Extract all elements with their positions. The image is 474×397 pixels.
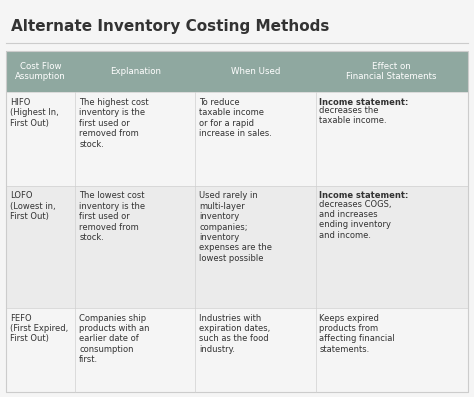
Text: Companies ship
products with an
earlier date of
consumption
first.: Companies ship products with an earlier … <box>79 314 150 364</box>
Text: Cost Flow
Assumption: Cost Flow Assumption <box>15 62 66 81</box>
Text: The lowest cost
inventory is the
first used or
removed from
stock.: The lowest cost inventory is the first u… <box>79 191 145 242</box>
Text: FEFO
(First Expired,
First Out): FEFO (First Expired, First Out) <box>10 314 68 343</box>
Text: To reduce
taxable income
or for a rapid
increase in sales.: To reduce taxable income or for a rapid … <box>199 98 272 138</box>
Text: Income statement:: Income statement: <box>319 98 409 107</box>
Text: LOFO
(Lowest in,
First Out): LOFO (Lowest in, First Out) <box>10 191 55 221</box>
Text: Income statement:: Income statement: <box>319 191 409 200</box>
Text: decreases the
taxable income.: decreases the taxable income. <box>319 106 387 125</box>
Text: Keeps expired
products from
affecting financial
statements.: Keeps expired products from affecting fi… <box>319 314 395 354</box>
Text: Industries with
expiration dates,
such as the food
industry.: Industries with expiration dates, such a… <box>199 314 271 354</box>
Text: Effect on
Financial Statements: Effect on Financial Statements <box>346 62 437 81</box>
Text: Alternate Inventory Costing Methods: Alternate Inventory Costing Methods <box>11 19 329 34</box>
Text: Explanation: Explanation <box>110 67 161 76</box>
Text: HIFO
(Highest In,
First Out): HIFO (Highest In, First Out) <box>10 98 59 128</box>
Bar <box>6 51 468 392</box>
Bar <box>6 308 468 392</box>
Bar <box>6 92 468 185</box>
Bar <box>6 51 468 92</box>
Text: Used rarely in
multi-layer
inventory
companies;
inventory
expenses are the
lowes: Used rarely in multi-layer inventory com… <box>199 191 272 263</box>
Text: When Used: When Used <box>231 67 280 76</box>
Text: decreases COGS,
and increases
ending inventory
and income.: decreases COGS, and increases ending inv… <box>319 200 392 240</box>
Text: The highest cost
inventory is the
first used or
removed from
stock.: The highest cost inventory is the first … <box>79 98 149 148</box>
Bar <box>6 185 468 308</box>
